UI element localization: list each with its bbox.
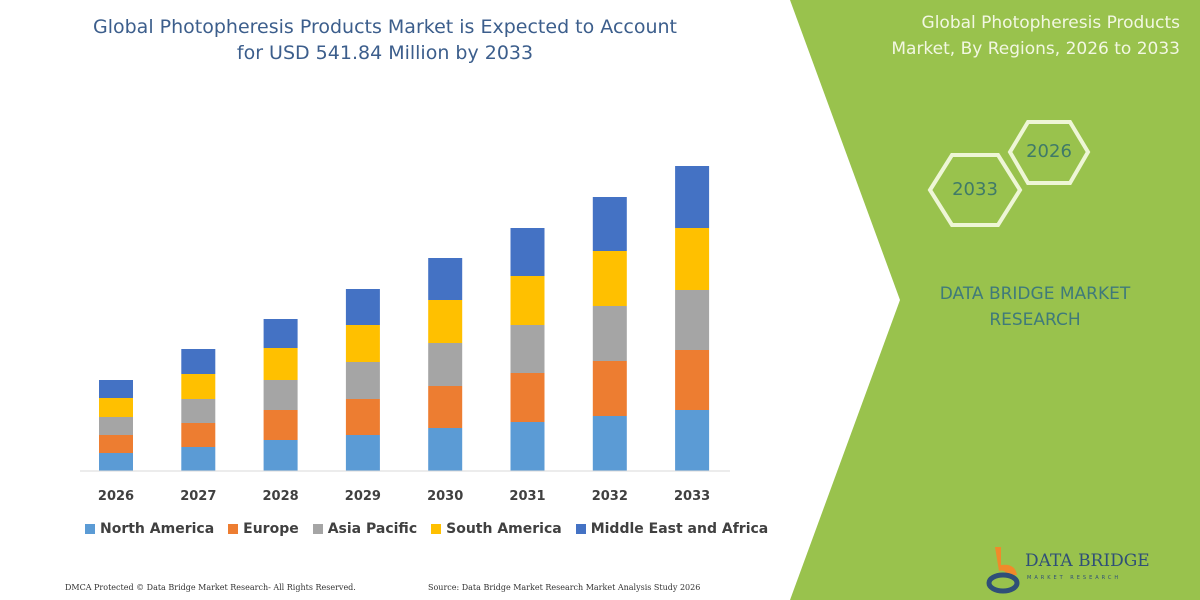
side-panel-title: Global Photopheresis Products Market, By… [860, 10, 1180, 62]
hex-label-start: 2026 [1026, 141, 1072, 162]
bar-segment-2032-north-america [592, 416, 627, 471]
bar-segment-2030-asia-pacific [428, 343, 463, 386]
data-bridge-logo: DATA BRIDGE MARKET RESEARCH [985, 545, 1185, 595]
brand-line-1: DATA BRIDGE MARKET [939, 284, 1131, 304]
bar-segment-2033-south-america [675, 228, 710, 290]
bar-segment-2033-asia-pacific [675, 290, 710, 350]
bar-segment-2033-north-america [675, 410, 710, 471]
chart-title: Global Photopheresis Products Market is … [60, 14, 710, 66]
x-tick-label: 2030 [427, 489, 463, 504]
bar-segment-2027-europe [181, 423, 216, 447]
legend-label: Europe [243, 521, 299, 537]
hexagon-2026 [1007, 120, 1091, 185]
bar-segment-2027-asia-pacific [181, 399, 216, 423]
bar-segment-2026-south-america [99, 398, 133, 417]
stacked-bar-chart: 2026 2027 2028 2029 2030 2031 2032 2033 [80, 166, 730, 504]
brand-line-2: RESEARCH [989, 310, 1081, 330]
logo-icon [986, 547, 1020, 594]
bar-segment-2029-south-america [345, 325, 380, 362]
source-text: Source: Data Bridge Market Research Mark… [428, 583, 701, 592]
bar-segment-2029-asia-pacific [345, 362, 380, 399]
bar-segment-2028-asia-pacific [263, 380, 298, 410]
bar-segment-2030-europe [428, 386, 463, 428]
x-tick-label: 2033 [674, 489, 710, 504]
x-tick-label: 2029 [345, 489, 381, 504]
legend-swatch [228, 524, 239, 534]
legend-swatch [85, 524, 95, 534]
bar-segment-2029-north-america [345, 435, 380, 471]
bar-segment-2026-middle-east-and-africa [99, 380, 133, 398]
bar-segment-2032-asia-pacific [592, 306, 627, 361]
brand-text: DATA BRIDGE MARKET RESEARCH [900, 281, 1170, 333]
bar-segment-2028-europe [263, 410, 298, 440]
bar-segment-2030-south-america [428, 300, 463, 343]
legend: North America Europe Asia Pacific South Ame… [85, 521, 768, 537]
bar-segment-2027-north-america [181, 447, 216, 471]
bar-segment-2032-south-america [592, 251, 627, 306]
hexagon-2033 [927, 153, 1023, 227]
legend-swatch [575, 524, 586, 534]
bar-segment-2026-europe [99, 435, 133, 453]
bar-segment-2027-middle-east-and-africa [181, 349, 216, 374]
bar-segment-2033-middle-east-and-africa [675, 166, 710, 228]
bar-segment-2027-south-america [181, 374, 216, 399]
legend-item: North America [85, 521, 214, 537]
bar-segment-2028-middle-east-and-africa [263, 319, 298, 348]
x-tick-label: 2026 [98, 489, 134, 504]
bar-segment-2026-north-america [99, 453, 133, 471]
side-title-line-2: Market, By Regions, 2026 to 2033 [891, 39, 1180, 59]
x-tick-label: 2027 [180, 489, 216, 504]
copyright-text: DMCA Protected © Data Bridge Market Rese… [65, 583, 356, 592]
x-tick-label: 2028 [263, 489, 299, 504]
bar-segment-2030-middle-east-and-africa [428, 258, 463, 300]
legend-item: South America [431, 521, 562, 537]
title-line-1: Global Photopheresis Products Market is … [93, 16, 677, 38]
side-title-line-1: Global Photopheresis Products [921, 13, 1180, 33]
bar-segment-2028-north-america [263, 440, 298, 471]
x-tick-label: 2031 [509, 489, 545, 504]
bar-segment-2029-middle-east-and-africa [345, 289, 380, 325]
logo-name: DATA BRIDGE [1025, 551, 1150, 571]
logo-subtitle: MARKET RESEARCH [1027, 575, 1122, 581]
legend-label: Middle East and Africa [590, 521, 769, 537]
legend-item: Europe [228, 521, 299, 537]
x-tick-label: 2032 [592, 489, 628, 504]
bar-segment-2029-europe [345, 399, 380, 435]
bar-segment-2031-asia-pacific [510, 325, 545, 373]
bar-segment-2031-middle-east-and-africa [510, 228, 545, 276]
legend-item: Asia Pacific [312, 521, 418, 537]
bar-segment-2031-south-america [510, 276, 545, 325]
hex-label-end: 2033 [952, 179, 998, 200]
bar-segment-2031-europe [510, 373, 545, 422]
title-line-2: for USD 541.84 Million by 2033 [236, 42, 534, 64]
bar-segment-2026-asia-pacific [99, 417, 133, 435]
bar-segment-2032-middle-east-and-africa [592, 197, 627, 251]
bar-segment-2031-north-america [510, 422, 545, 471]
legend-swatch [431, 524, 442, 534]
bar-segment-2032-europe [592, 361, 627, 416]
bar-segment-2030-north-america [428, 428, 463, 471]
legend-item: Middle East and Africa [575, 521, 769, 537]
bar-segment-2033-europe [675, 350, 710, 410]
legend-swatch [312, 524, 323, 534]
bar-segment-2028-south-america [263, 348, 298, 380]
legend-label: North America [100, 521, 215, 537]
legend-label: Asia Pacific [327, 521, 418, 537]
legend-label: South America [446, 521, 562, 537]
